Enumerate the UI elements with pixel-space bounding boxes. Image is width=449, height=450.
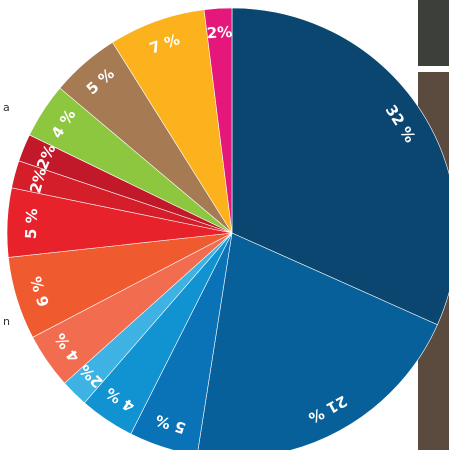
page: {"chart_data": {"type": "pie", "values":… <box>0 0 449 450</box>
slice-label: 5 % <box>22 208 41 240</box>
photo <box>418 0 449 66</box>
side-text: n <box>3 315 10 328</box>
pie: 32 %21 %5 %4 %2%4 %6 %5 %2%2%4 %5 %7 %2% <box>7 8 449 450</box>
side-text: a <box>3 101 10 114</box>
chart: a n 32 %21 %5 %4 %2%4 %6 %5 %2%2%4 %5 %7… <box>0 0 449 450</box>
slice-label: 2% <box>206 23 233 43</box>
